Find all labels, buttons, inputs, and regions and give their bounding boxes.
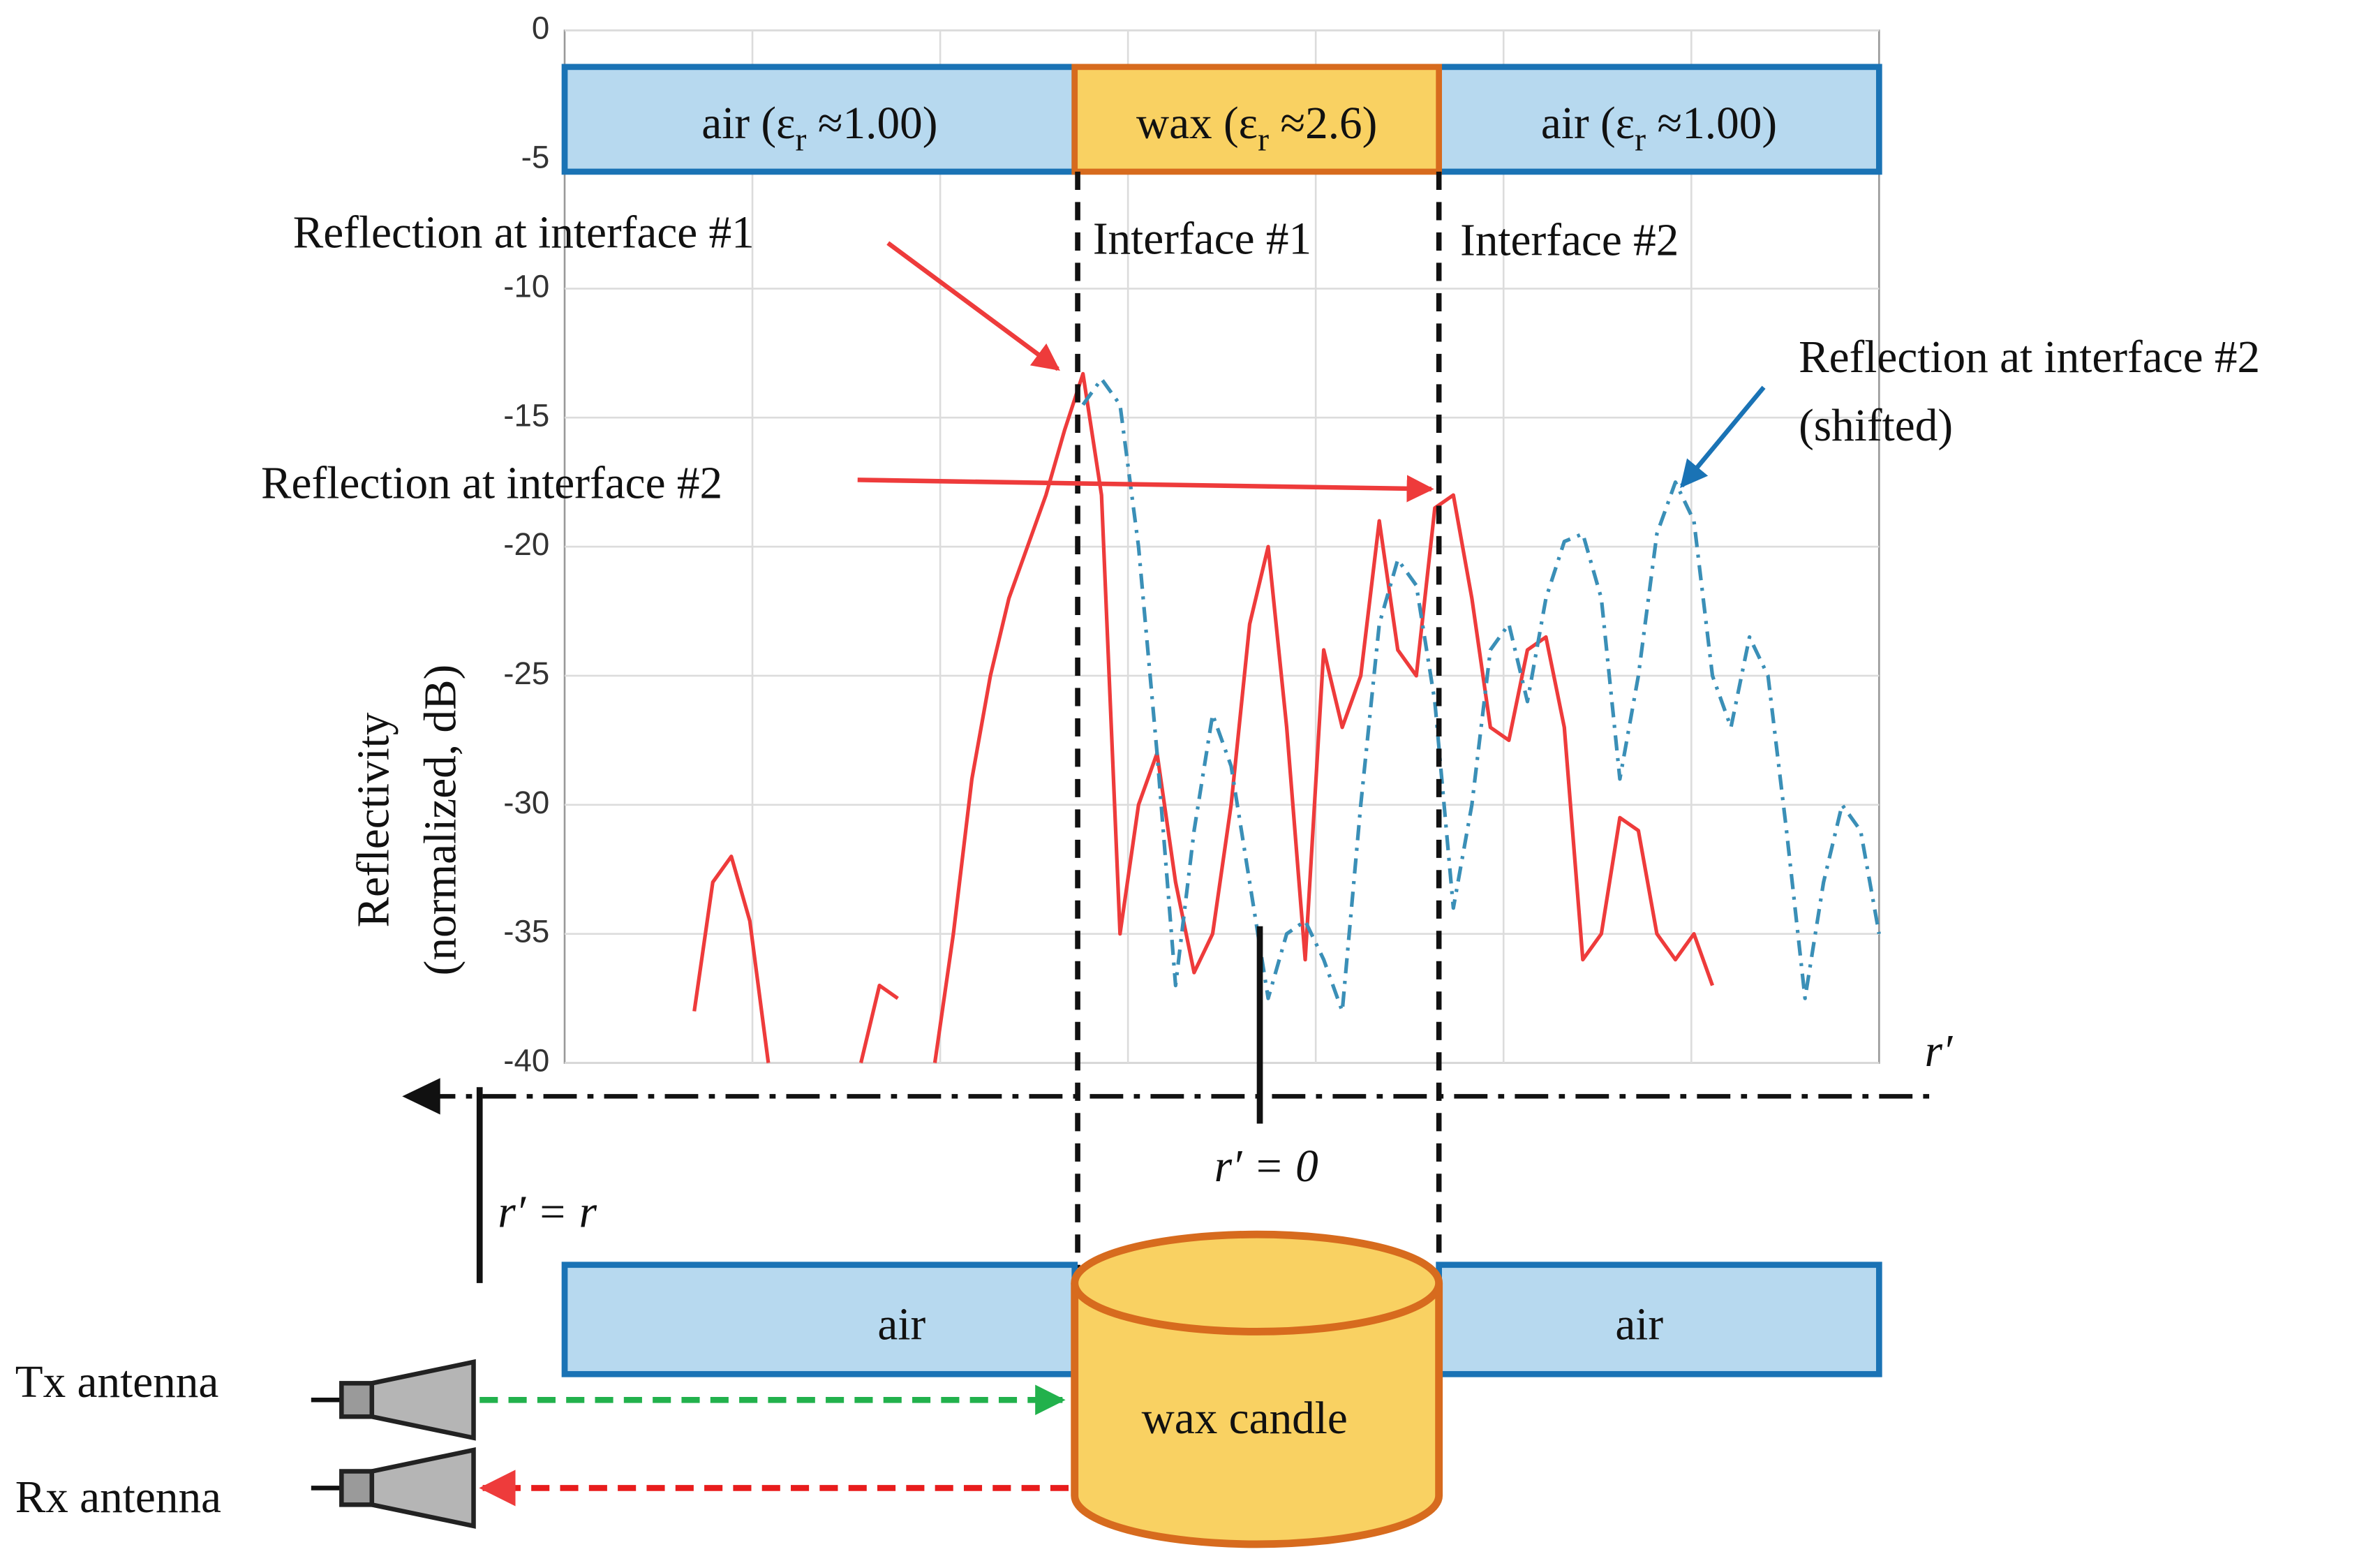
y-axis-label: (normalized, dB) <box>415 665 466 976</box>
annotation: Reflection at interface #1 <box>293 208 754 258</box>
label: air <box>877 1299 925 1349</box>
y-tick-label: -35 <box>503 914 549 949</box>
text: r <box>1635 121 1646 158</box>
text: air (ε <box>1541 98 1635 149</box>
label: wax candle <box>1142 1393 1348 1444</box>
arrow <box>886 241 1060 371</box>
air-box <box>1436 1262 1882 1377</box>
layer-box <box>1436 64 1882 175</box>
series-line <box>1081 377 1881 1014</box>
candle-body <box>1071 1282 1443 1548</box>
y-tick-label: 0 <box>532 10 549 46</box>
air-box <box>561 1262 1078 1377</box>
annotation: (shifted) <box>1799 401 1953 451</box>
text: wax (ε <box>1136 98 1258 149</box>
layer-box <box>1071 64 1443 175</box>
layer-label: wax (εr ≈2.6) <box>1136 98 1377 158</box>
y-tick-label: -5 <box>521 140 550 175</box>
annotation: r′ = 0 <box>1214 1141 1318 1192</box>
annotation: Interface #2 <box>1460 216 1679 266</box>
text: ≈1.00) <box>806 98 937 149</box>
annotation: Reflection at interface #2 <box>261 458 722 508</box>
text: r <box>796 121 807 158</box>
candle-top <box>1071 1230 1443 1336</box>
series-line <box>692 371 1715 1064</box>
label: Rx antenna <box>15 1472 221 1523</box>
annotation: Interface #1 <box>1093 214 1311 264</box>
annotation: r′ = r <box>498 1187 597 1237</box>
text: air (ε <box>701 98 795 149</box>
rx-antenna <box>311 1447 476 1529</box>
layer-box <box>561 64 1078 175</box>
y-tick-label: -20 <box>503 526 549 562</box>
label: Tx antenna <box>15 1357 219 1407</box>
text: ≈2.6) <box>1269 98 1377 149</box>
arrow <box>1680 385 1766 489</box>
arrow <box>857 475 1434 503</box>
arrowhead <box>402 1078 440 1115</box>
text: r <box>1258 121 1269 158</box>
annotation: r′ <box>1925 1026 1954 1077</box>
y-tick-label: -10 <box>503 268 549 304</box>
y-tick-label: -30 <box>503 785 549 820</box>
y-tick-label: -25 <box>503 656 549 691</box>
y-tick-label: -15 <box>503 397 549 433</box>
y-axis-label: Reflectivity <box>349 712 399 927</box>
y-tick-label: -40 <box>503 1043 549 1079</box>
layer-label: air (εr ≈1.00) <box>1541 98 1777 158</box>
text: ≈1.00) <box>1646 98 1777 149</box>
layer-label: air (εr ≈1.00) <box>701 98 937 158</box>
tx-antenna <box>311 1359 476 1441</box>
annotation: Reflection at interface #2 <box>1799 332 2260 383</box>
lines <box>692 371 1881 1064</box>
label: air <box>1615 1299 1663 1349</box>
